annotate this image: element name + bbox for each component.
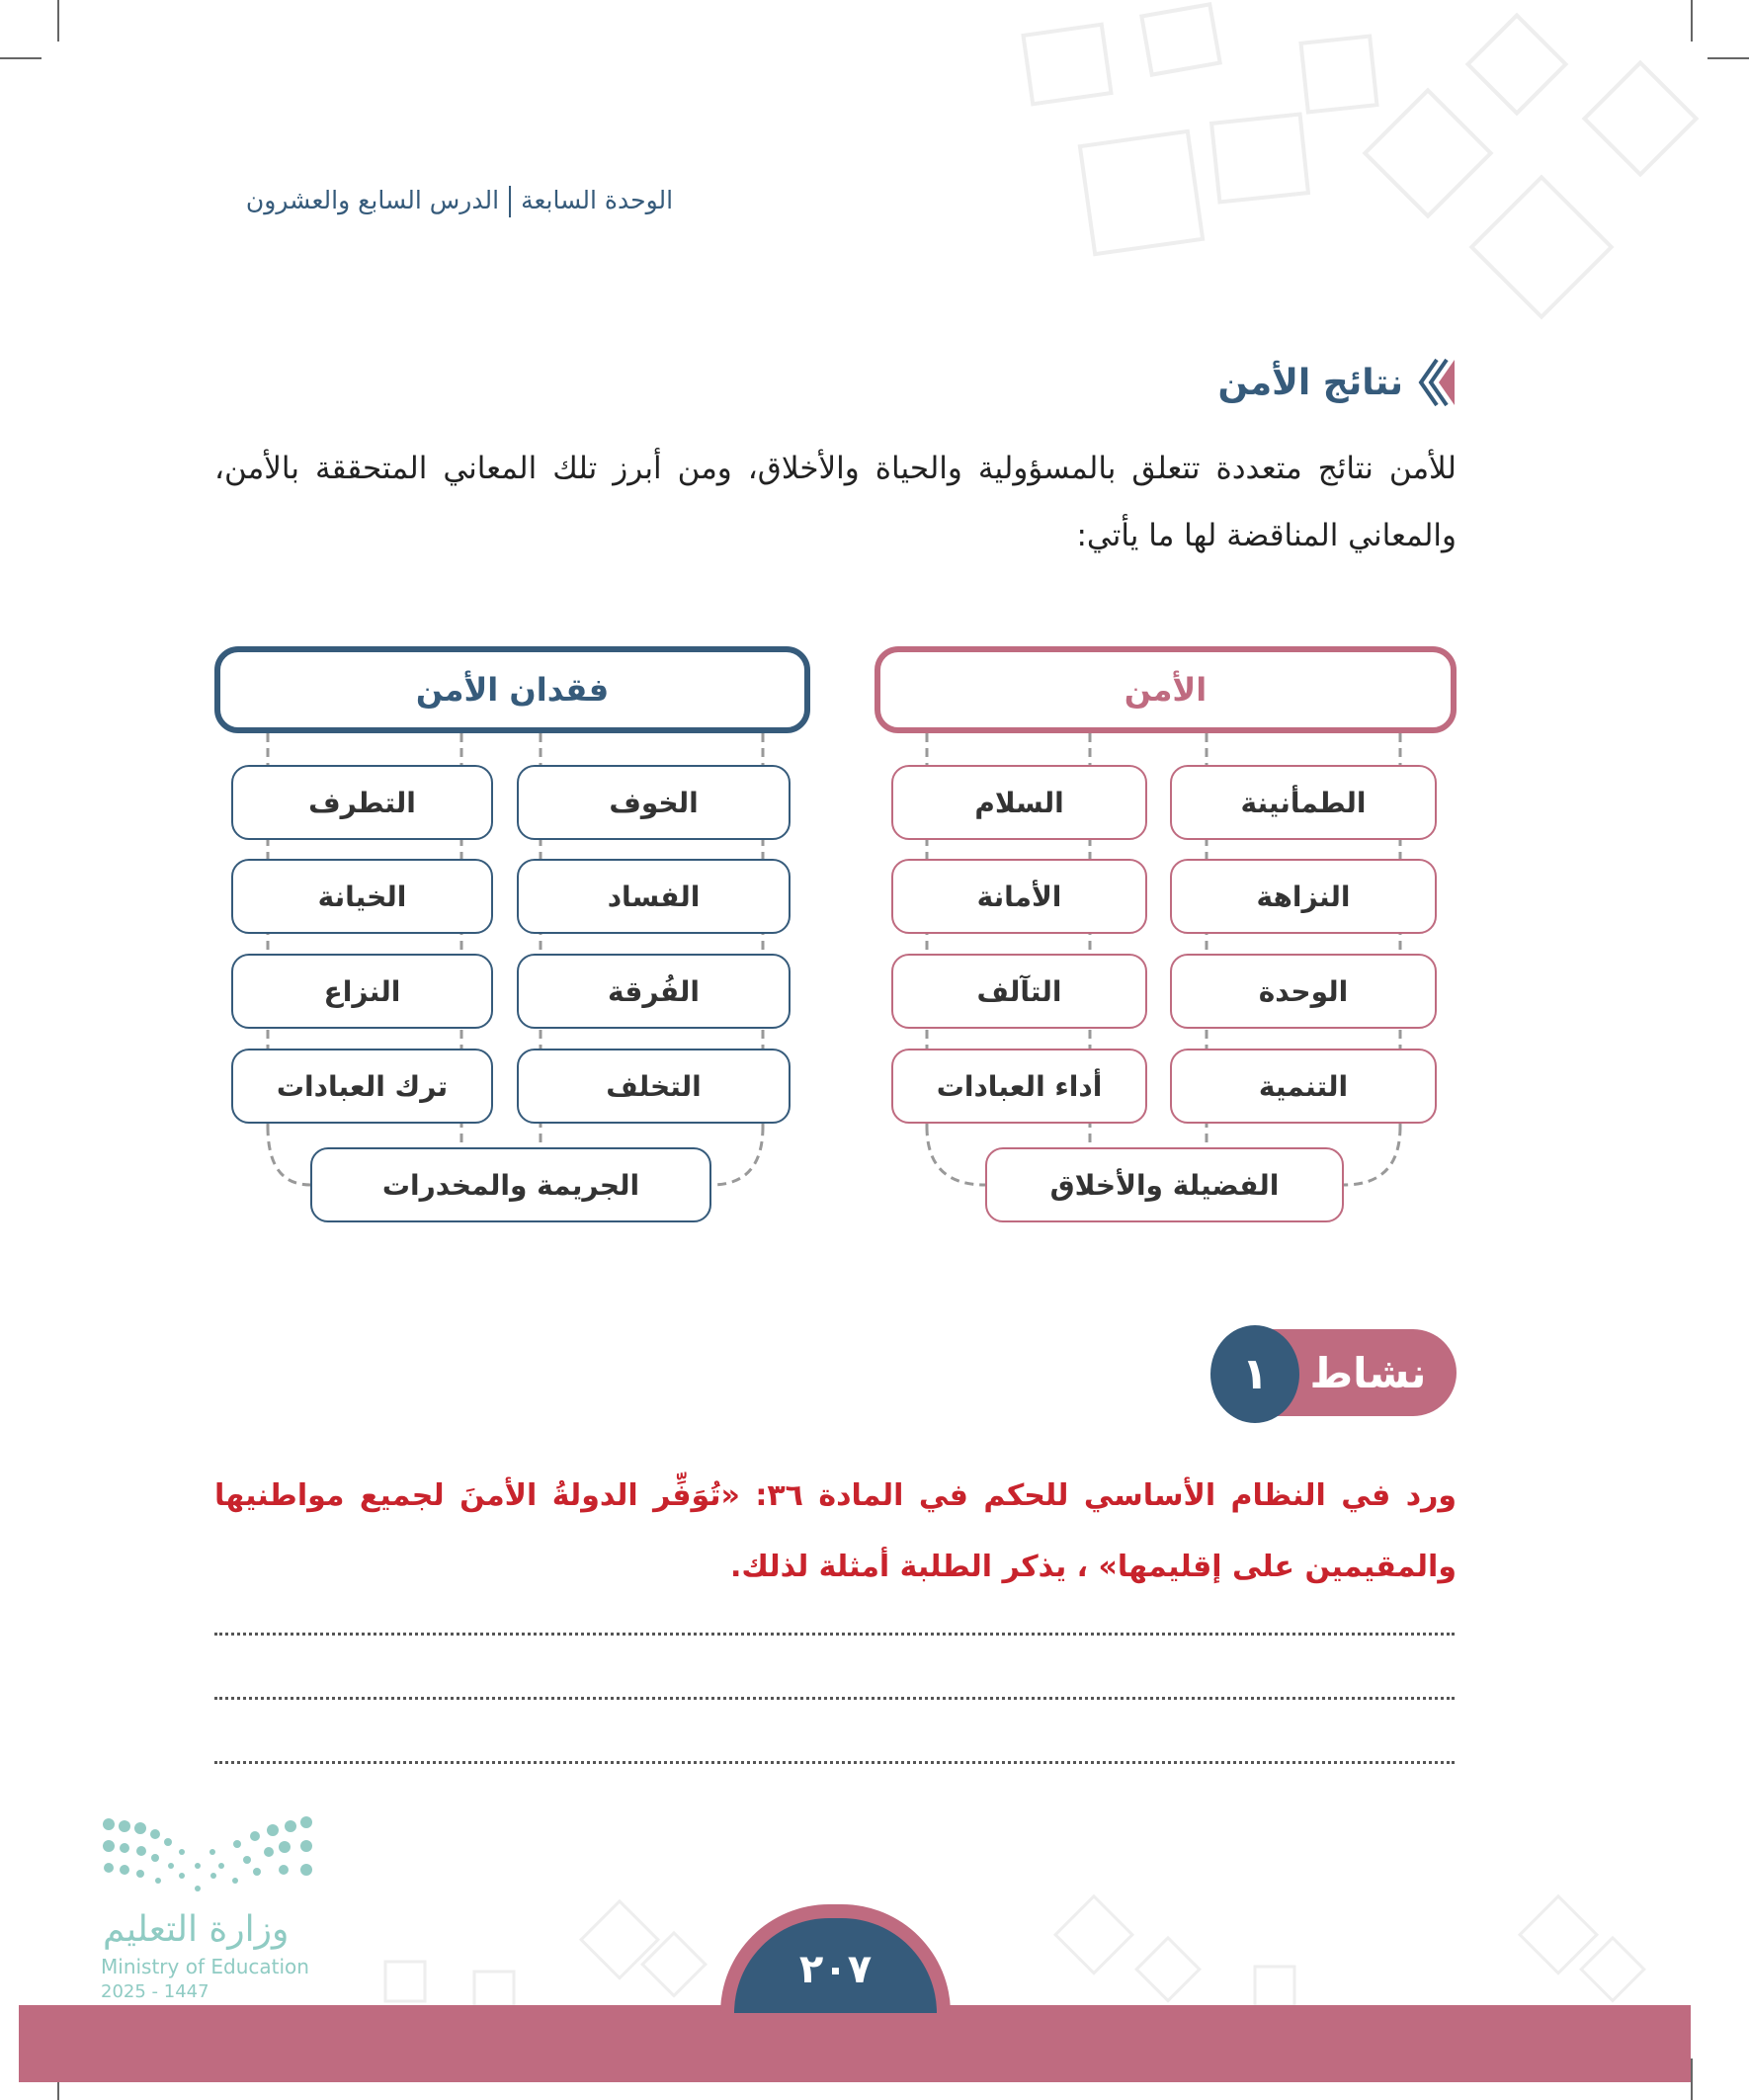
- answer-line[interactable]: [214, 1633, 1455, 1636]
- security-item: الأمانة: [891, 859, 1147, 934]
- answer-line[interactable]: [214, 1697, 1455, 1700]
- page-number: ٢٠٧: [734, 1918, 937, 2013]
- insecurity-item: ترك العبادات: [231, 1049, 493, 1124]
- crop-mark: [0, 57, 42, 59]
- security-header: الأمن: [874, 646, 1457, 733]
- crop-mark: [1691, 0, 1693, 42]
- insecurity-item: النزاع: [231, 954, 493, 1029]
- page-number-arch: ٢٠٧: [720, 1904, 951, 2013]
- insecurity-item: الخيانة: [231, 859, 493, 934]
- security-item: الوحدة: [1170, 954, 1437, 1029]
- ministry-logo-arabic: وزارة التعليم: [103, 1909, 290, 1950]
- decorative-pattern: [1021, 2, 1700, 320]
- security-item: النزاهة: [1170, 859, 1437, 934]
- activity-text: ورد في النظام الأساسي للحكم في المادة ٣٦…: [214, 1478, 1458, 1584]
- insecurity-item: الفُرقة: [517, 954, 791, 1029]
- security-item: التنمية: [1170, 1049, 1437, 1124]
- footer-band: [19, 2005, 1691, 2082]
- crop-mark: [1707, 57, 1749, 59]
- ministry-logo-english: Ministry of Education: [101, 1955, 309, 1978]
- security-item: التآلف: [891, 954, 1147, 1029]
- crop-mark: [57, 0, 59, 42]
- activity-badge: نشاط ١: [1210, 1325, 1457, 1423]
- security-bottom-item: الفضيلة والأخلاق: [985, 1147, 1344, 1222]
- ministry-logo-dots: [103, 1816, 312, 1891]
- security-item: السلام: [891, 765, 1147, 840]
- ministry-logo-year: 2025 - 1447: [101, 1981, 209, 2002]
- insecurity-item: التخلف: [517, 1049, 791, 1124]
- section-title: نتائج الأمن: [1217, 358, 1457, 407]
- answer-line[interactable]: [214, 1761, 1455, 1764]
- intro-paragraph: للأمن نتائج متعددة تتعلق بالمسؤولية والح…: [214, 451, 1457, 553]
- activity-number: ١: [1210, 1325, 1299, 1423]
- unit-label: الوحدة السابعة: [521, 186, 674, 214]
- security-item: الطمأنينة: [1170, 765, 1437, 840]
- insecurity-bottom-item: الجريمة والمخدرات: [310, 1147, 711, 1222]
- divider: [509, 186, 512, 217]
- double-chevron-icon: [1418, 358, 1455, 407]
- insecurity-header: فقدان الأمن: [214, 646, 810, 733]
- insecurity-item: الخوف: [517, 765, 791, 840]
- section-title-text: نتائج الأمن: [1217, 362, 1403, 403]
- crop-mark: [1691, 2058, 1693, 2100]
- running-header: الوحدة السابعة الدرس السابع والعشرون: [211, 186, 708, 217]
- insecurity-item: الفساد: [517, 859, 791, 934]
- insecurity-item: التطرف: [231, 765, 493, 840]
- lesson-label: الدرس السابع والعشرون: [245, 186, 500, 214]
- security-item: أداء العبادات: [891, 1049, 1147, 1124]
